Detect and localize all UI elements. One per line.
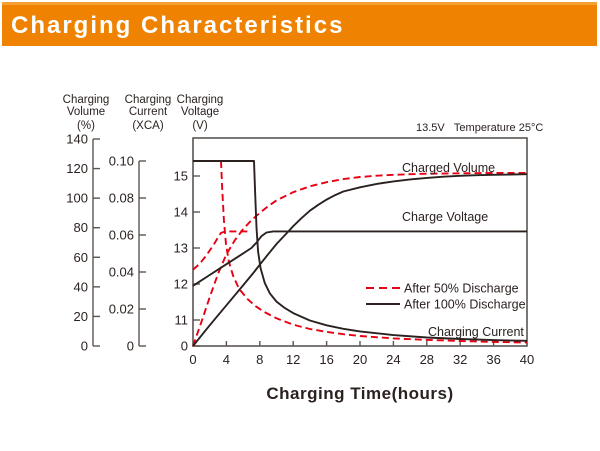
x-axis-tick-label: 24 [386,352,400,367]
series-charge-voltage-100 [192,230,527,287]
current-axis-tick-label: 0.04 [109,265,134,280]
volume-axis-tick-label: 140 [66,132,88,147]
x-axis-tick-label: 36 [486,352,500,367]
x-axis-tick-label: 12 [286,352,300,367]
series-charge-voltage-50 [192,230,249,271]
x-axis-tick-label: 4 [223,352,230,367]
voltage-axis-title: Voltage [181,106,219,118]
x-axis-tick-label: 0 [189,352,196,367]
legend-label: After 50% Discharge [404,282,519,296]
x-axis-title: Charging Time(hours) [266,384,454,403]
voltage-axis-title: (V) [192,120,208,132]
volume-axis-title: (%) [77,120,95,132]
legend-label: After 100% Discharge [404,298,526,312]
voltage-axis-tick-label: 0 [181,339,188,354]
volume-axis-tick-label: 20 [74,309,88,324]
voltage-axis-tick-label: 13 [174,241,188,256]
volume-axis-tick-label: 80 [74,220,88,235]
condition-annotation: 13.5V Temperature 25°C [416,122,543,134]
x-axis-tick-label: 28 [420,352,434,367]
volume-axis-tick-label: 60 [74,250,88,265]
voltage-axis-title: Charging [177,94,224,106]
volume-axis-tick-label: 120 [66,161,88,176]
volume-axis-title: Charging [63,94,110,106]
voltage-axis-tick-label: 11 [175,313,189,328]
current-axis-tick-label: 0.10 [109,154,134,169]
voltage-axis-tick-label: 14 [174,205,188,220]
current-axis-tick-label: 0.02 [109,302,134,317]
current-axis-tick-label: 0.06 [109,228,134,243]
current-axis-title: (XCA) [132,120,163,132]
volume-axis-tick-label: 0 [81,339,88,354]
x-axis-tick-label: 40 [520,352,534,367]
series-charging-current-50 [220,160,528,344]
series-charged-volume-50 [192,171,528,347]
volume-axis-title: Volume [67,106,105,118]
voltage-axis-tick-label: 15 [174,169,188,184]
x-axis-tick-label: 32 [453,352,467,367]
series-charging-current-100 [193,160,528,342]
current-axis-tick-label: 0 [127,339,134,354]
page-title: Charging Characteristics [11,11,345,39]
current-axis-title: Charging [125,94,172,106]
x-axis-tick-label: 8 [256,352,263,367]
page-title-banner: Charging Characteristics [2,2,597,46]
volume-axis-tick-label: 40 [74,279,88,294]
series-charged-volume-100 [192,173,528,347]
x-axis-tick-label: 16 [319,352,333,367]
current-axis-title: Current [129,106,168,118]
volume-axis-tick-label: 100 [66,191,88,206]
charging-current-label: Charging Current [428,325,524,339]
charged-volume-label: Charged Volume [402,161,495,175]
x-axis-tick-label: 20 [353,352,367,367]
voltage-axis-tick-label: 12 [174,277,188,292]
current-axis-tick-label: 0.08 [109,191,134,206]
charge-voltage-label: Charge Voltage [402,210,488,224]
